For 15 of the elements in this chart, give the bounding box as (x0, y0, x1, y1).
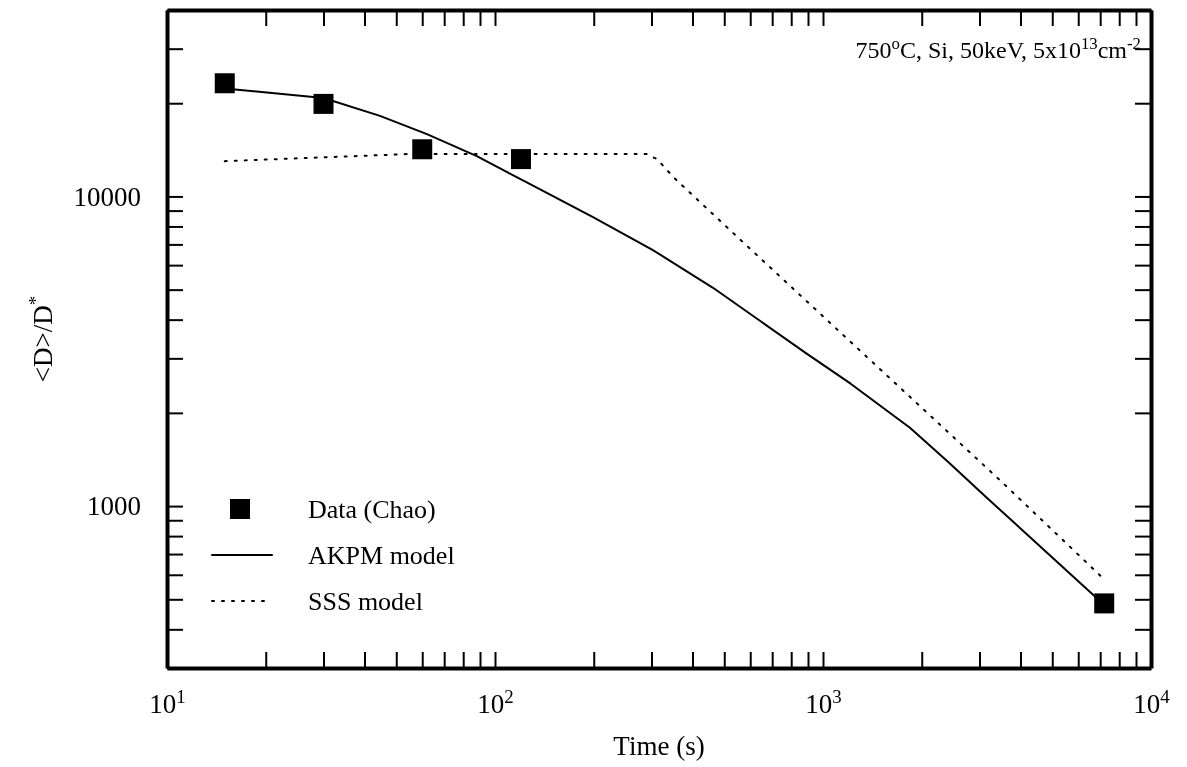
legend-label: Data (Chao) (308, 495, 436, 524)
x-tick-label: 10$^{2}$ (477, 685, 514, 720)
point (510, 149, 531, 170)
legend-label: SSS model (308, 587, 423, 616)
x-tick-label: 10$^{3}$ (805, 685, 842, 720)
y-tick-label: 10000 (73, 181, 141, 212)
point (412, 139, 433, 160)
x-tick-label: 10$^{4}$ (1133, 685, 1171, 720)
y-tick-label: 1000 (87, 491, 141, 522)
x-tick-label: 10$^{1}$ (149, 685, 186, 720)
legend-label: AKPM model (308, 541, 455, 570)
x-axis-title: Time (s) (613, 731, 705, 761)
point (313, 93, 334, 114)
point (214, 73, 235, 94)
annotation: 750$^{o}$C, Si, 50keV, 5x10$^{13}$cm$^{-2}$ (855, 33, 1141, 63)
